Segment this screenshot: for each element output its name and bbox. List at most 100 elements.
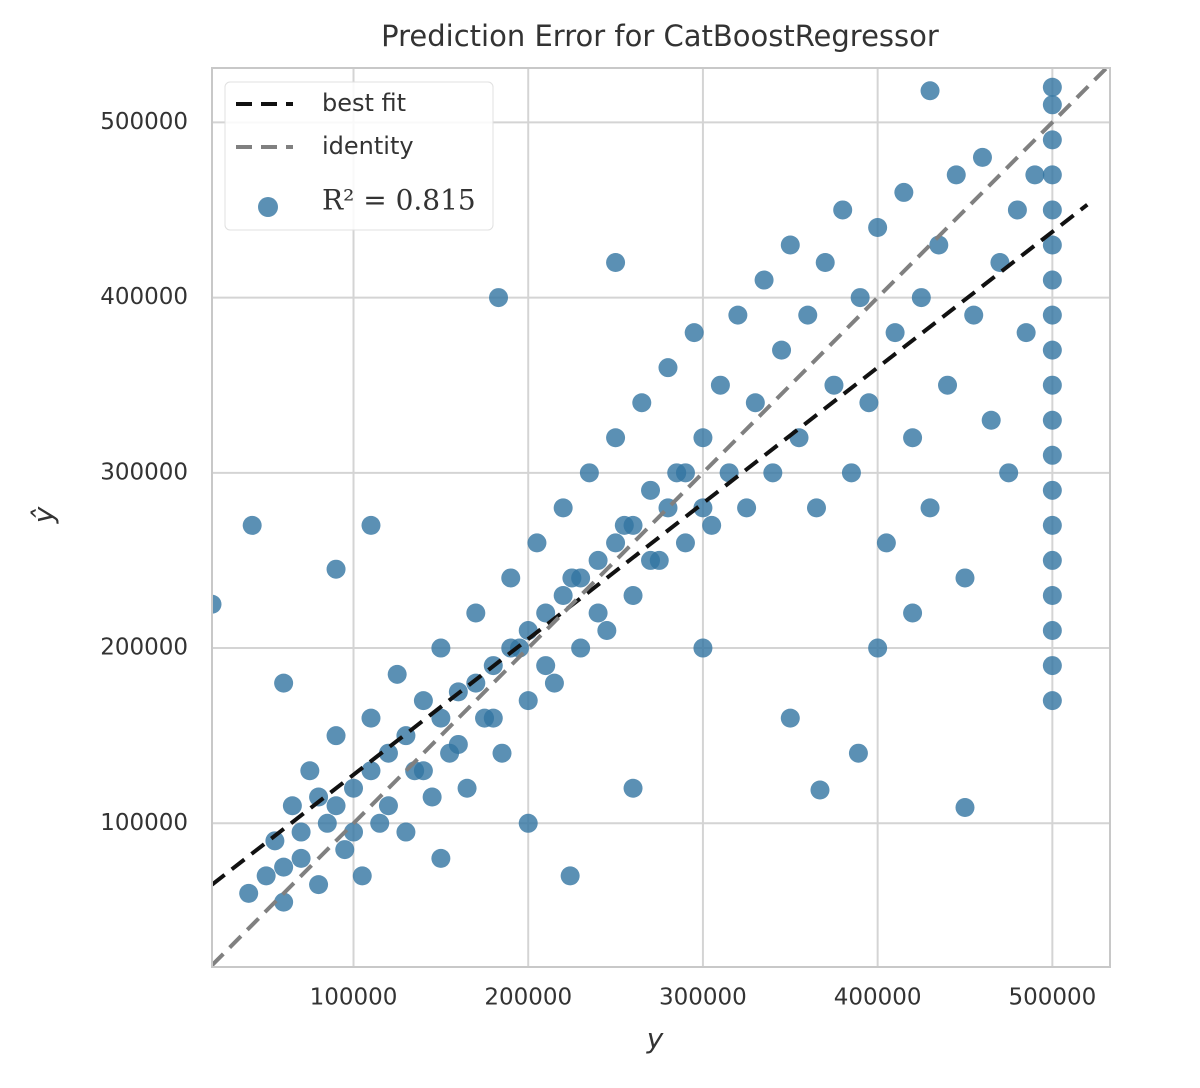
point: [798, 305, 818, 325]
point: [772, 340, 792, 360]
point: [859, 393, 879, 413]
point: [1025, 165, 1045, 185]
point: [876, 533, 896, 553]
point: [422, 787, 442, 807]
point: [571, 638, 591, 658]
point: [693, 638, 713, 658]
point: [964, 305, 984, 325]
point: [256, 866, 276, 886]
point: [1042, 621, 1062, 641]
point: [527, 533, 547, 553]
point: [894, 182, 914, 202]
point: [684, 323, 704, 343]
point: [1042, 130, 1062, 150]
point: [702, 515, 722, 535]
point: [999, 463, 1019, 483]
point: [344, 822, 364, 842]
point: [361, 708, 381, 728]
x-tick-label: 300000: [659, 985, 747, 1011]
point: [361, 515, 381, 535]
point: [492, 743, 512, 763]
point: [981, 410, 1001, 430]
point: [754, 270, 774, 290]
point: [745, 393, 765, 413]
point: [242, 515, 262, 535]
point: [1042, 77, 1062, 97]
point: [658, 358, 678, 378]
point: [344, 778, 364, 798]
y-axis-label: ŷ: [27, 506, 60, 524]
point: [972, 147, 992, 167]
point: [457, 778, 477, 798]
point: [606, 253, 626, 273]
x-tick-label: 500000: [1008, 985, 1096, 1011]
legend-label: R² = 0.815: [322, 184, 476, 217]
point: [780, 708, 800, 728]
point: [848, 743, 868, 763]
point: [728, 305, 748, 325]
point: [335, 840, 355, 860]
point: [780, 235, 800, 255]
point: [903, 603, 923, 623]
point: [929, 235, 949, 255]
point: [291, 848, 311, 868]
point: [431, 708, 451, 728]
lines: [212, 68, 1108, 967]
point: [588, 603, 608, 623]
y-tick-label: 300000: [100, 459, 188, 485]
point: [553, 498, 573, 518]
point: [693, 428, 713, 448]
point: [317, 813, 337, 833]
legend: best fit identity R² = 0.815: [224, 81, 494, 231]
point: [378, 796, 398, 816]
x-tick-label: 100000: [310, 985, 398, 1011]
point: [1042, 515, 1062, 535]
point: [300, 761, 320, 781]
point: [911, 288, 931, 308]
point: [518, 813, 538, 833]
point: [623, 585, 643, 605]
point: [326, 796, 346, 816]
point: [938, 375, 958, 395]
point: [1042, 375, 1062, 395]
point: [1042, 656, 1062, 676]
point: [597, 621, 617, 641]
point: [265, 831, 285, 851]
point: [763, 463, 783, 483]
point: [903, 428, 923, 448]
point: [675, 533, 695, 553]
point: [274, 857, 294, 877]
point: [1042, 235, 1062, 255]
point: [536, 656, 556, 676]
point: [431, 848, 451, 868]
point: [553, 585, 573, 605]
point: [841, 463, 861, 483]
point: [641, 550, 661, 570]
point: [946, 165, 966, 185]
point: [850, 288, 870, 308]
point: [868, 217, 888, 237]
point: [1042, 165, 1062, 185]
point: [806, 498, 826, 518]
point: [1042, 445, 1062, 465]
point: [501, 568, 521, 588]
grid: [212, 68, 1110, 967]
point: [810, 780, 830, 800]
point: [710, 375, 730, 395]
point: [560, 866, 580, 886]
point: [641, 480, 661, 500]
point: [868, 638, 888, 658]
point: [370, 813, 390, 833]
y-tick-label: 500000: [100, 109, 188, 135]
point: [885, 323, 905, 343]
y-tick-label: 400000: [100, 284, 188, 310]
legend-box: [224, 81, 494, 231]
point: [431, 638, 451, 658]
point: [274, 892, 294, 912]
point: [1042, 270, 1062, 290]
point: [326, 559, 346, 579]
point: [824, 375, 844, 395]
point: [833, 200, 853, 220]
point: [309, 875, 329, 895]
point: [606, 428, 626, 448]
